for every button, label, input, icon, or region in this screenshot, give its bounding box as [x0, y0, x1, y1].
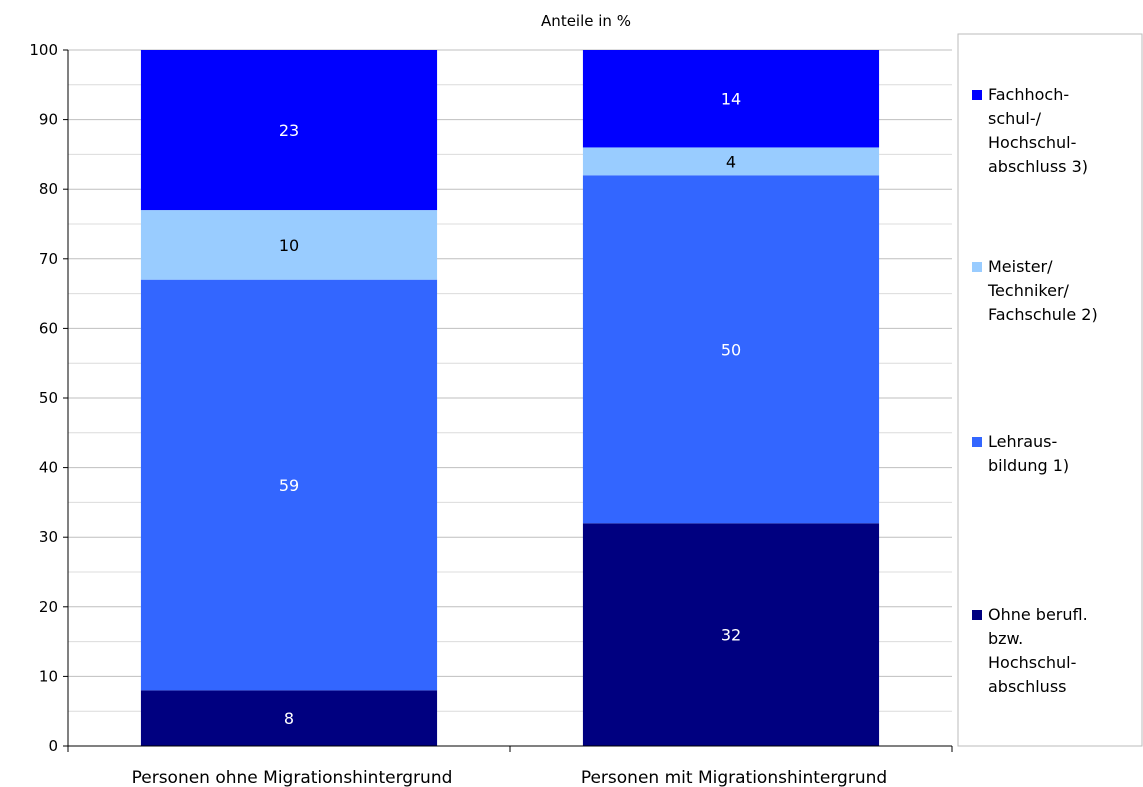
- legend-swatch: [972, 262, 982, 272]
- y-tick-label: 40: [39, 459, 58, 477]
- data-label: 50: [721, 340, 741, 359]
- legend-box: [957, 33, 1143, 747]
- bar-segment: [582, 50, 880, 148]
- legend-label: Fachhoch-schul-/Hochschul-abschluss 3): [988, 85, 1088, 176]
- legend-label: Ohne berufl. bzw. Hochschul-abschluss: [988, 605, 1088, 696]
- legend-label: Meister/Techniker/Fachschule 2): [987, 257, 1098, 324]
- y-tick-label: 30: [39, 528, 58, 546]
- y-tick-label: 10: [39, 667, 58, 685]
- legend-swatch: [972, 437, 982, 447]
- legend-swatch: [972, 610, 982, 620]
- bar-segment: [582, 147, 880, 176]
- data-label: 32: [721, 626, 741, 645]
- category-label: Personen ohne Migrationshintergrund: [132, 768, 453, 787]
- legend-label: Lehraus-bildung 1): [988, 432, 1069, 475]
- y-tick-label: 20: [39, 598, 58, 616]
- bars: 8 59 10 23 32 50 4 14: [140, 50, 880, 746]
- y-tick-label: 70: [39, 250, 58, 268]
- data-label: 10: [279, 236, 299, 255]
- y-tick-label: 50: [39, 389, 58, 407]
- y-tick-label: 90: [39, 111, 58, 129]
- data-label: 4: [726, 152, 736, 171]
- legend: Fachhoch-schul-/Hochschul-abschluss 3) Me…: [957, 33, 1143, 747]
- y-tick-label: 100: [29, 41, 58, 59]
- y-tick-label: 60: [39, 319, 58, 337]
- data-label: 23: [279, 121, 299, 140]
- data-label: 59: [279, 476, 299, 495]
- axes: 0 10 20 30 40 50 60 70 80 90 100 Personen ohne Migr…: [29, 41, 953, 787]
- y-tick-label: 80: [39, 180, 58, 198]
- bar-segment: [582, 175, 880, 524]
- legend-swatch: [972, 90, 982, 100]
- bar-segment: [140, 279, 438, 691]
- data-label: 8: [284, 709, 294, 728]
- bar-segment: [140, 50, 438, 211]
- y-tick-label: 0: [48, 737, 58, 755]
- bar-segment: [140, 210, 438, 280]
- bar-segment: [140, 690, 438, 746]
- data-label: 14: [721, 90, 741, 109]
- bar-segment: [582, 523, 880, 746]
- category-label: Personen mit Migrationshintergrund: [581, 768, 887, 787]
- chart-title: Anteile in %: [541, 12, 631, 30]
